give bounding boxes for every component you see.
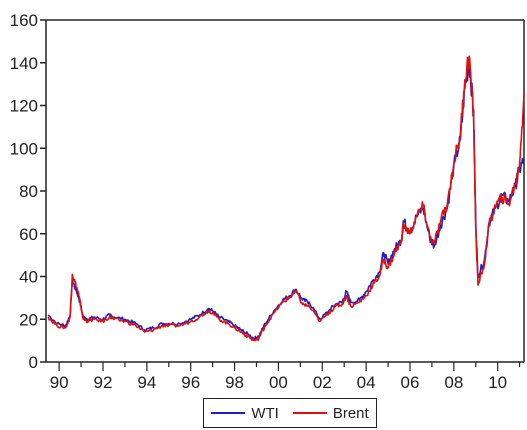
y-tick-label: 0 bbox=[29, 353, 38, 372]
x-tick-label: 96 bbox=[181, 373, 200, 392]
y-tick-label: 120 bbox=[10, 97, 38, 116]
series-layer bbox=[47, 55, 525, 342]
legend-swatch-wti bbox=[211, 412, 246, 414]
legend: WTI Brent bbox=[203, 398, 377, 428]
legend-item-brent: Brent bbox=[292, 404, 369, 422]
y-tick-label: 100 bbox=[10, 139, 38, 158]
y-tick-label: 140 bbox=[10, 54, 38, 73]
legend-label-brent: Brent bbox=[332, 404, 369, 422]
y-tick-label: 40 bbox=[19, 268, 38, 287]
y-tick-label: 60 bbox=[19, 225, 38, 244]
legend-item-wti: WTI bbox=[211, 405, 279, 422]
axes: 0 20 40 60 80 100 120 140 160 90 92 94 96 98 00 02 04 06 0… bbox=[10, 11, 525, 392]
x-tick-label: 94 bbox=[137, 373, 156, 392]
series-line-brent bbox=[47, 55, 525, 342]
x-tick-label: 98 bbox=[225, 373, 244, 392]
x-tick-label: 90 bbox=[50, 373, 69, 392]
legend-label-wti: WTI bbox=[251, 404, 279, 422]
legend-swatch-brent bbox=[292, 412, 327, 414]
x-tick-label: 10 bbox=[488, 373, 507, 392]
y-tick-label: 160 bbox=[10, 11, 38, 30]
x-tick-label: 08 bbox=[444, 373, 463, 392]
x-tick-label: 02 bbox=[313, 373, 332, 392]
chart-svg: 0 20 40 60 80 100 120 140 160 90 92 94 96 98 00 02 04 06 0… bbox=[10, 11, 525, 392]
x-tick-label: 06 bbox=[401, 373, 420, 392]
x-tick-label: 00 bbox=[269, 373, 288, 392]
x-tick-label: 04 bbox=[357, 373, 376, 392]
y-tick-label: 80 bbox=[19, 182, 38, 201]
y-tick-label: 20 bbox=[19, 310, 38, 329]
x-tick-label: 92 bbox=[94, 373, 113, 392]
